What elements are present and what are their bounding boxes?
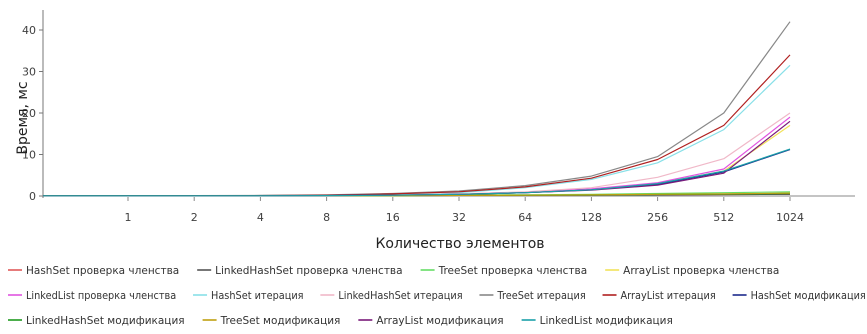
series-line-13 bbox=[43, 148, 791, 197]
x-tick-label: 1024 bbox=[776, 211, 804, 224]
legend-label: LinkedHashSet итерация bbox=[338, 290, 462, 302]
legend-label: ArrayList итерация bbox=[621, 290, 716, 302]
axes bbox=[42, 10, 855, 198]
y-tick-label: 10 bbox=[22, 149, 36, 162]
legend-label: TreeSet модификация bbox=[220, 315, 341, 327]
y-axis-title: Время, мс bbox=[15, 81, 31, 154]
series-line-5 bbox=[43, 64, 791, 197]
x-tick-label: 64 bbox=[518, 211, 532, 224]
series-line-7 bbox=[43, 21, 791, 197]
legend-label: LinkedHashSet модификация bbox=[26, 315, 185, 327]
x-tick-label: 256 bbox=[647, 211, 668, 224]
x-tick-label: 128 bbox=[581, 211, 602, 224]
x-tick-label: 2 bbox=[191, 211, 198, 224]
y-tick-label: 40 bbox=[22, 24, 36, 37]
y-tick-label: 0 bbox=[29, 190, 36, 203]
legend-label: TreeSet проверка членства bbox=[438, 265, 588, 277]
series-line-3 bbox=[43, 124, 791, 197]
x-tick-label: 1 bbox=[125, 211, 132, 224]
series-line-12 bbox=[43, 120, 791, 197]
x-tick-label: 32 bbox=[452, 211, 466, 224]
legend: HashSet проверка членства LinkedHashSet п… bbox=[8, 265, 866, 327]
legend-label: ArrayList модификация bbox=[376, 315, 503, 327]
y-tick-label: 30 bbox=[22, 66, 36, 79]
legend-label: LinkedList проверка членства bbox=[26, 290, 176, 302]
y-tick-label: 20 bbox=[22, 107, 36, 120]
legend-label: LinkedList модификация bbox=[540, 315, 673, 327]
x-tick-label: 16 bbox=[386, 211, 400, 224]
series-line-6 bbox=[43, 112, 791, 197]
series-line-8 bbox=[43, 54, 791, 197]
x-tick-label: 512 bbox=[713, 211, 734, 224]
x-tick-label: 8 bbox=[323, 211, 330, 224]
legend-label: LinkedHashSet проверка членства bbox=[215, 265, 402, 277]
y-ticks: 0 10 20 30 40 bbox=[22, 24, 43, 203]
x-axis-title: Количество элементов bbox=[375, 236, 544, 252]
legend-label: TreeSet итерация bbox=[497, 290, 586, 302]
series-line-9 bbox=[43, 148, 791, 197]
x-tick-label: 4 bbox=[257, 211, 264, 224]
legend-label: HashSet итерация bbox=[211, 290, 304, 302]
legend-label: ArrayList проверка членства bbox=[623, 265, 779, 277]
x-ticks: 1 2 4 8 16 32 64 128 256 512 1024 bbox=[125, 197, 804, 224]
legend-label: HashSet проверка членства bbox=[26, 265, 179, 277]
legend-label: HashSet модификация bbox=[751, 290, 866, 302]
series-line-4 bbox=[43, 116, 791, 197]
series-lines bbox=[43, 21, 791, 197]
